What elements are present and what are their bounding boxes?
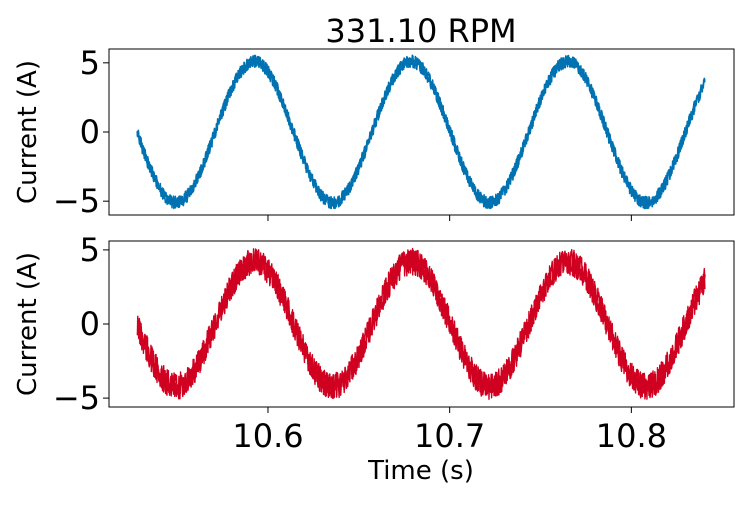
y-tick-label: 0 (80, 305, 100, 343)
series-line-panel-1 (136, 54, 706, 210)
chart-title: 331.10 RPM (325, 12, 516, 50)
y-tick-label: −5 (53, 379, 100, 417)
series-line-band-panel-2 (136, 248, 706, 400)
x-tick-label: 10.6 (232, 417, 303, 455)
panel-1: 5 0 −5 Current (A) (13, 44, 735, 221)
y-tick-label: −5 (53, 182, 100, 220)
panel-2: 5 0 −5 10.6 10.7 10.8 Current (A) (13, 231, 735, 455)
series-line-band-panel-1 (136, 54, 706, 210)
y-axis-label-panel-1: Current (A) (13, 60, 43, 204)
x-tick-label: 10.8 (596, 417, 667, 455)
y-tick-label: 5 (80, 44, 100, 82)
y-axis-label-panel-2: Current (A) (13, 252, 43, 396)
x-tick-label: 10.7 (414, 417, 485, 455)
y-tick-label: 0 (80, 113, 100, 151)
y-tick-label: 5 (80, 231, 100, 269)
x-axis-label: Time (s) (367, 456, 474, 486)
